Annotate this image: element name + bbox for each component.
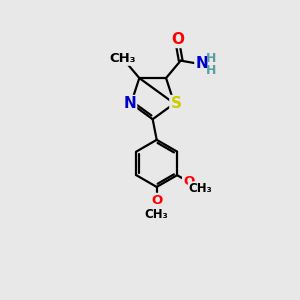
Text: O: O <box>151 194 162 207</box>
Text: N: N <box>123 96 136 111</box>
Text: H: H <box>206 64 216 76</box>
Text: O: O <box>171 32 184 47</box>
Text: CH₃: CH₃ <box>145 208 169 221</box>
Text: N: N <box>195 56 208 71</box>
Text: H: H <box>206 52 216 65</box>
Text: O: O <box>183 176 194 188</box>
Text: CH₃: CH₃ <box>189 182 213 195</box>
Text: S: S <box>170 96 182 111</box>
Text: CH₃: CH₃ <box>109 52 136 65</box>
